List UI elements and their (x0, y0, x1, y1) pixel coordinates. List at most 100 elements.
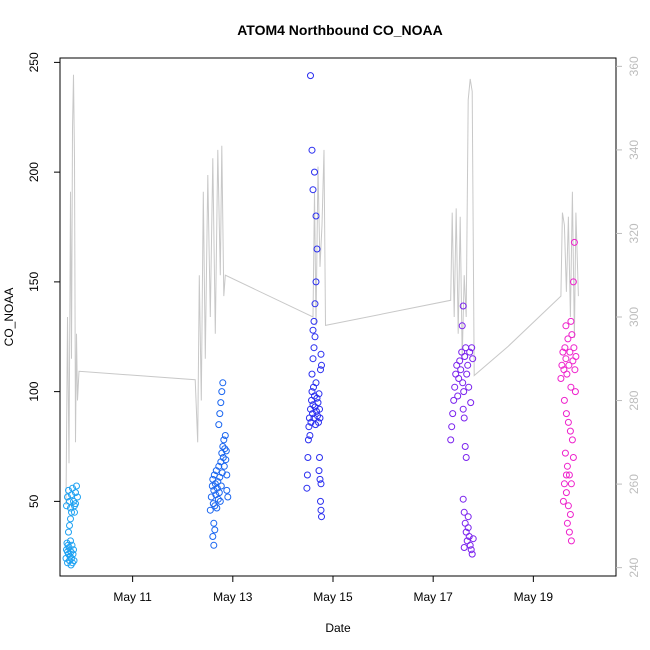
data-point (64, 559, 71, 567)
x-axis: May 11 May 13 May 15 May 17 May 19 (113, 576, 553, 604)
x-tick-label: May 15 (313, 590, 353, 604)
data-point (67, 504, 74, 512)
data-point (68, 491, 75, 499)
data-point (316, 405, 323, 413)
x-tick-label: May 19 (514, 590, 554, 604)
data-point (464, 524, 472, 532)
data-point (459, 405, 467, 413)
data-point (567, 480, 575, 488)
scatter-points-layer (62, 72, 580, 569)
data-point (68, 541, 76, 549)
data-point (311, 168, 318, 176)
data-point (316, 454, 323, 461)
data-point (317, 366, 324, 374)
data-point (210, 519, 218, 527)
data-point (306, 432, 314, 439)
series-flight-2 (206, 379, 232, 549)
data-point (469, 535, 477, 543)
data-point (562, 471, 570, 479)
data-point (463, 370, 471, 378)
data-point (312, 278, 320, 286)
data-point (315, 418, 322, 426)
data-point (219, 379, 227, 387)
data-point (216, 497, 224, 505)
data-point (210, 541, 218, 549)
data-point (304, 436, 312, 444)
data-point (461, 443, 469, 450)
data-point (214, 478, 222, 486)
data-point (313, 245, 321, 253)
data-point (64, 493, 71, 501)
data-point (567, 537, 575, 545)
data-point (219, 443, 227, 450)
y-axis-title: CO_NOAA (2, 288, 16, 347)
y2-tick-label: 280 (627, 390, 641, 410)
data-point (305, 423, 313, 431)
data-point (72, 500, 79, 508)
chart-title: ATOM4 Northbound CO_NOAA (237, 22, 443, 38)
data-point (565, 528, 573, 536)
data-point (566, 511, 574, 518)
data-point (316, 475, 324, 483)
data-point (560, 480, 568, 488)
y2-tick-label: 340 (627, 140, 641, 160)
data-point (206, 506, 214, 514)
data-point (468, 550, 476, 558)
data-point (309, 326, 317, 334)
series-flight-4 (447, 302, 477, 558)
data-point (468, 344, 476, 352)
data-point (461, 353, 469, 360)
y-axis: 50 100 150 200 250 (27, 52, 60, 508)
data-point (562, 489, 570, 497)
data-point (215, 421, 223, 429)
data-point (557, 375, 565, 382)
x-tick-label: May 11 (113, 590, 152, 604)
data-point (317, 350, 325, 358)
data-point (459, 302, 467, 310)
data-point (218, 388, 226, 396)
data-point (460, 544, 468, 551)
data-point (565, 471, 573, 479)
data-point (213, 484, 221, 492)
data-point (466, 348, 474, 356)
data-point (307, 72, 314, 80)
data-point (450, 396, 458, 404)
data-point (314, 399, 322, 407)
y-tick-label: 100 (27, 381, 41, 401)
data-point (564, 418, 572, 426)
data-point (213, 504, 221, 512)
data-point (214, 495, 222, 503)
x-axis-title: Date (325, 621, 351, 635)
data-point (217, 399, 225, 407)
series-flight-5 (557, 238, 580, 545)
data-point (458, 322, 466, 330)
data-point (220, 436, 228, 444)
y2-axis: 240 260 280 300 320 340 360 (616, 56, 641, 578)
data-point (303, 484, 311, 492)
data-point (311, 300, 319, 308)
data-point (312, 212, 320, 220)
data-point (466, 541, 474, 549)
data-point (71, 508, 78, 516)
data-point (310, 344, 318, 352)
data-point (70, 497, 77, 505)
data-point (569, 357, 577, 365)
data-point (447, 436, 455, 444)
data-point (570, 238, 578, 246)
data-point (67, 515, 74, 523)
data-point (455, 375, 463, 382)
data-point (209, 533, 217, 540)
secondary-series-layer (65, 74, 579, 506)
data-point (562, 322, 570, 330)
data-point (565, 361, 573, 369)
data-point (456, 357, 464, 365)
data-point (221, 432, 229, 439)
data-point (457, 366, 465, 374)
data-point (564, 502, 572, 510)
plot-frame (59, 57, 617, 577)
data-point (571, 366, 579, 374)
data-point (316, 414, 324, 422)
data-point (224, 493, 232, 501)
data-point (70, 546, 77, 554)
